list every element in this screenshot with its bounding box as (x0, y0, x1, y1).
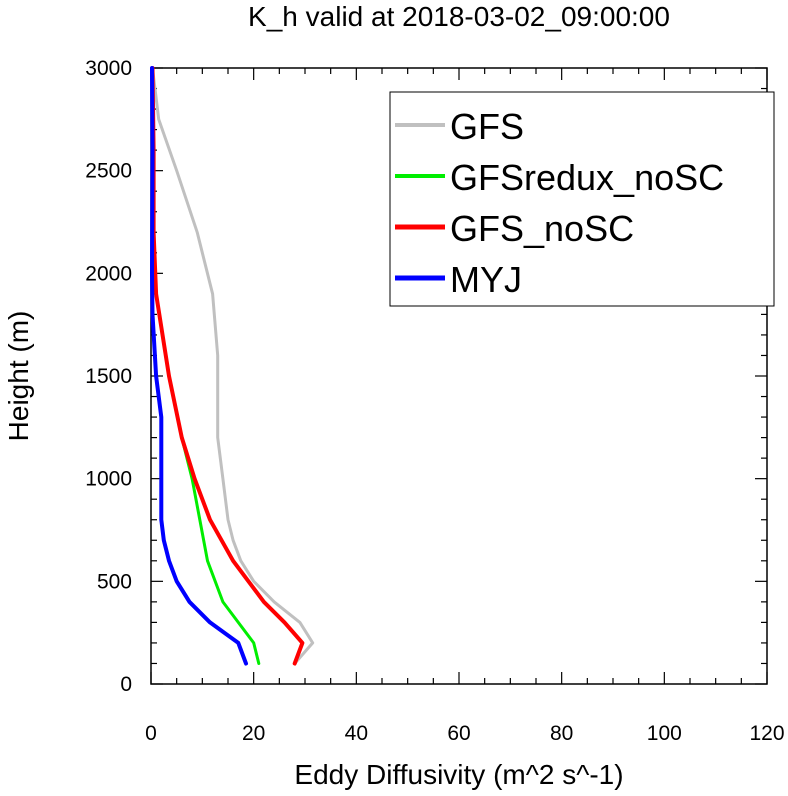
legend-label-1: GFSredux_noSC (450, 157, 724, 198)
series-layer (150, 66, 315, 666)
y-tick-label: 2000 (85, 262, 132, 285)
y-tick-label: 1000 (85, 468, 132, 491)
y-tick-label: 3000 (85, 57, 132, 80)
legend-label-3: MYJ (450, 259, 522, 300)
x-tick-label: 0 (145, 722, 157, 745)
legend-label-2: GFS_noSC (450, 208, 634, 249)
series-line-3 (150, 66, 248, 666)
chart-title: K_h valid at 2018-03-02_09:00:00 (248, 1, 670, 32)
y-tick-label: 1500 (85, 365, 132, 388)
legend: GFS GFSredux_noSC GFS_noSC MYJ (389, 91, 775, 307)
y-tick-label: 0 (120, 673, 132, 696)
legend-label-0: GFS (450, 106, 524, 147)
x-tick-label: 120 (749, 722, 784, 745)
x-tick-label: 60 (447, 722, 470, 745)
x-axis-ticks: 0 20 40 60 80 100 120 (145, 68, 785, 745)
x-tick-label: 40 (345, 722, 368, 745)
x-axis-label: Eddy Diffusivity (m^2 s^-1) (294, 759, 623, 790)
x-tick-label: 100 (647, 722, 682, 745)
x-tick-label: 20 (242, 722, 265, 745)
y-tick-label: 2500 (85, 160, 132, 183)
legend-box (389, 91, 775, 307)
y-axis-label: Height (m) (3, 311, 34, 442)
x-tick-label: 80 (550, 722, 573, 745)
series-line-0 (151, 66, 315, 665)
y-tick-label: 500 (97, 570, 132, 593)
